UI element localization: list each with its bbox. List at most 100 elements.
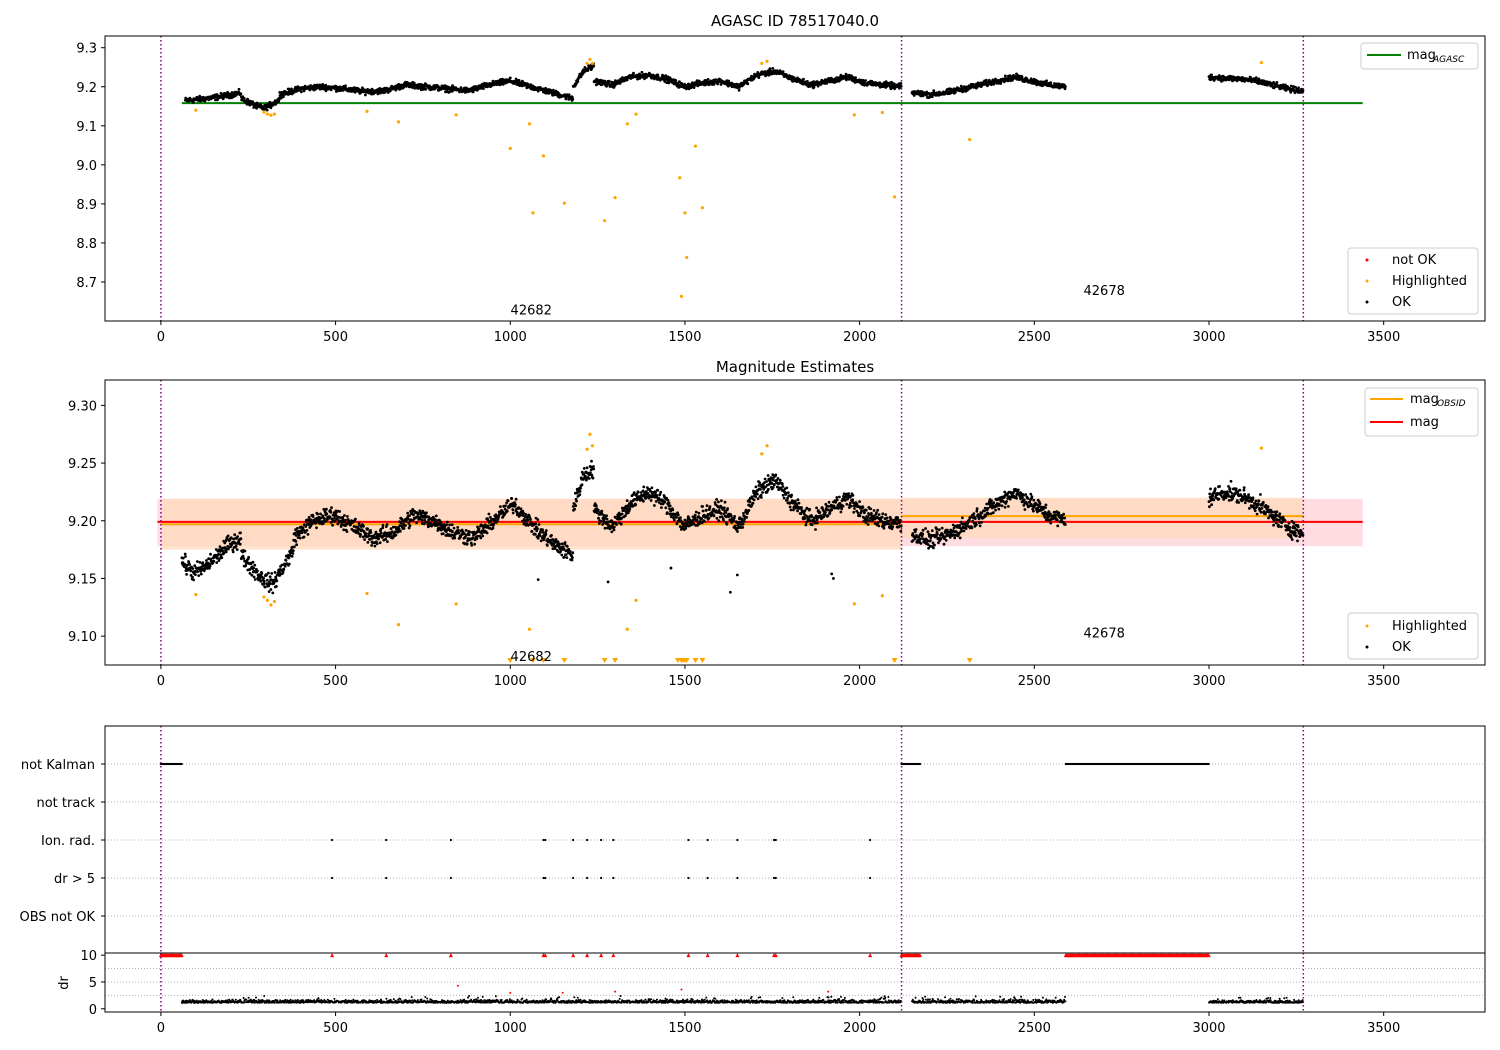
ok-point bbox=[933, 543, 936, 547]
agasc-panel-title: AGASC ID 78517040.0 bbox=[711, 12, 879, 30]
ok-point bbox=[782, 496, 786, 500]
ok-point bbox=[829, 80, 833, 84]
ok-point bbox=[758, 481, 761, 484]
ok-point bbox=[331, 523, 334, 527]
ok-point bbox=[280, 563, 284, 567]
ok-point bbox=[479, 536, 483, 540]
highlighted-point bbox=[269, 113, 273, 117]
highlighted-point bbox=[194, 108, 198, 112]
ok-point bbox=[920, 90, 924, 93]
ok-point bbox=[265, 108, 269, 112]
ok-point bbox=[344, 518, 347, 522]
ok-point bbox=[243, 549, 247, 553]
ok-point bbox=[379, 528, 383, 531]
highlighted-point bbox=[588, 57, 592, 62]
ok-point bbox=[919, 542, 923, 545]
ok-point bbox=[386, 540, 389, 543]
ok-point bbox=[701, 505, 704, 508]
ok-point bbox=[184, 555, 187, 558]
ok-point bbox=[412, 513, 415, 517]
ok-point bbox=[220, 556, 224, 560]
ok-point bbox=[975, 523, 978, 526]
ok-point bbox=[565, 545, 569, 548]
ok-point bbox=[183, 563, 187, 566]
ok-point bbox=[329, 510, 333, 514]
ok-point bbox=[741, 526, 745, 529]
ok-point bbox=[877, 524, 881, 528]
ok-point bbox=[803, 509, 807, 513]
ok-point bbox=[666, 498, 670, 502]
highlighted-point bbox=[880, 110, 884, 115]
ok-point bbox=[427, 515, 431, 519]
ok-point bbox=[871, 519, 874, 523]
ok-point bbox=[756, 492, 759, 496]
ok-point bbox=[861, 506, 865, 509]
ok-point bbox=[482, 87, 485, 90]
ok-point bbox=[298, 531, 301, 535]
ok-point bbox=[224, 550, 228, 554]
ok-point bbox=[628, 507, 632, 511]
ok-point bbox=[288, 554, 292, 558]
ok-point bbox=[596, 508, 600, 512]
ok-point bbox=[422, 522, 426, 526]
ok-point bbox=[544, 529, 548, 532]
ok-point bbox=[510, 497, 514, 500]
ok-point bbox=[511, 511, 515, 515]
ok-point bbox=[408, 514, 411, 517]
ok-point bbox=[528, 514, 531, 518]
ok-point bbox=[700, 517, 703, 520]
ok-point bbox=[796, 498, 800, 502]
ok-point bbox=[419, 88, 423, 92]
ok-point bbox=[839, 510, 843, 514]
highlighted-point bbox=[262, 110, 266, 114]
ok-point bbox=[610, 530, 614, 534]
ok-point bbox=[980, 521, 983, 524]
ok-point bbox=[448, 523, 451, 527]
ok-point bbox=[568, 550, 572, 553]
ok-point bbox=[921, 528, 925, 532]
y-tick-label: 9.1 bbox=[76, 120, 97, 135]
ok-point bbox=[565, 556, 569, 559]
ok-point bbox=[477, 527, 481, 531]
ok-point bbox=[580, 483, 584, 487]
ok-point bbox=[426, 523, 430, 526]
ok-point bbox=[841, 504, 845, 508]
ok-point bbox=[708, 505, 712, 508]
ok-point bbox=[1016, 488, 1020, 492]
ok-point bbox=[748, 500, 752, 504]
ok-point bbox=[986, 506, 990, 510]
ok-point bbox=[459, 535, 462, 538]
ok-point bbox=[625, 499, 629, 502]
ok-point bbox=[415, 521, 418, 525]
ok-point bbox=[1045, 79, 1048, 83]
ok-point bbox=[575, 499, 578, 503]
ok-point bbox=[889, 518, 893, 521]
ok-point bbox=[560, 542, 564, 546]
ok-point bbox=[722, 519, 725, 522]
ok-point bbox=[926, 530, 930, 534]
ok-point bbox=[307, 516, 311, 519]
ok-point bbox=[314, 521, 318, 525]
ok-point bbox=[325, 507, 328, 511]
ok-point bbox=[481, 534, 485, 538]
x-tick-label: 500 bbox=[323, 330, 348, 345]
ok-point bbox=[564, 553, 568, 556]
ok-point bbox=[541, 528, 544, 532]
ok-point bbox=[236, 535, 240, 538]
ok-point bbox=[808, 519, 812, 522]
ok-point bbox=[560, 553, 564, 557]
ok-point bbox=[296, 536, 300, 539]
ok-point bbox=[776, 477, 780, 480]
ok-point bbox=[936, 532, 939, 536]
ok-point bbox=[200, 565, 204, 569]
ok-point bbox=[304, 525, 308, 528]
ok-point bbox=[391, 525, 395, 529]
ok-point bbox=[932, 89, 936, 93]
ok-point bbox=[885, 516, 889, 520]
ok-point bbox=[815, 506, 818, 510]
ok-point bbox=[961, 516, 964, 520]
ok-point bbox=[233, 533, 237, 537]
ok-point bbox=[238, 542, 242, 546]
ok-point bbox=[1004, 74, 1007, 78]
ok-point bbox=[790, 493, 793, 497]
